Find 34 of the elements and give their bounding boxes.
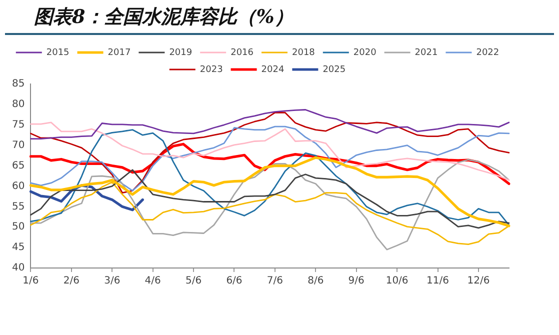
y-tick-label: 60 — [12, 180, 25, 192]
y-tick-label: 85 — [12, 78, 25, 90]
chart-title: 图表8：全国水泥库容比（%） — [34, 5, 294, 30]
y-tick-label: 40 — [12, 262, 25, 274]
y-tick-label: 45 — [12, 242, 25, 254]
legend-label: 2022 — [476, 48, 500, 58]
legend-label: 2019 — [169, 48, 192, 58]
x-tick-label: 9/6 — [348, 276, 364, 287]
legend-label: 2017 — [108, 48, 131, 58]
legend-label: 2023 — [200, 64, 223, 75]
x-tick-label: 2/6 — [63, 276, 80, 287]
y-tick-label: 75 — [12, 119, 25, 130]
y-tick-label: 80 — [12, 99, 25, 110]
legend-label: 2024 — [261, 64, 284, 75]
x-tick-label: 11/6 — [426, 276, 449, 287]
x-tick-label: 6/6 — [226, 276, 242, 287]
legend-label: 2025 — [322, 64, 346, 75]
x-tick-label: 7/6 — [266, 276, 283, 287]
legend-label: 2015 — [46, 48, 70, 58]
y-tick-label: 50 — [12, 222, 25, 233]
x-tick-label: 4/6 — [144, 276, 161, 287]
legend-label: 2020 — [353, 48, 377, 58]
x-tick-label: 1/6 — [22, 276, 39, 287]
x-tick-label: 5/6 — [185, 276, 202, 287]
legend-label: 2016 — [230, 48, 254, 58]
x-tick-label: 12/6 — [467, 276, 490, 287]
y-tick-label: 70 — [12, 140, 25, 151]
x-tick-label: 8/6 — [308, 276, 324, 287]
x-tick-label: 10/6 — [386, 276, 408, 287]
legend-label: 2021 — [414, 48, 438, 58]
y-tick-label: 65 — [12, 160, 25, 172]
y-tick-label: 55 — [12, 201, 25, 212]
x-tick-label: 3/6 — [104, 276, 120, 287]
legend-label: 2018 — [292, 48, 316, 58]
